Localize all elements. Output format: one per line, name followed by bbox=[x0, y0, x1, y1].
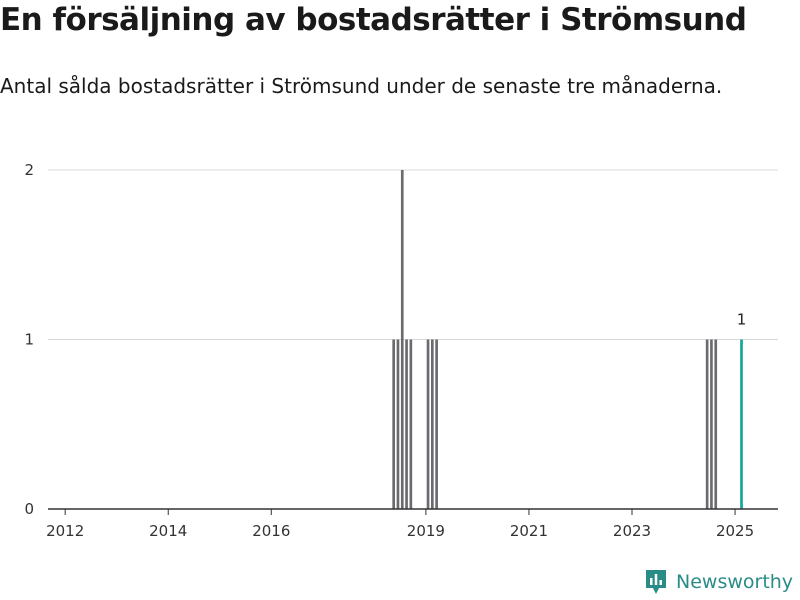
y-tick-label: 0 bbox=[24, 500, 34, 518]
bar bbox=[435, 339, 438, 509]
bar bbox=[710, 339, 713, 509]
brand: Newsworthy bbox=[644, 568, 793, 596]
y-tick-label: 2 bbox=[24, 161, 34, 179]
bar bbox=[714, 339, 718, 509]
chart-subtitle: Antal sålda bostadsrätter i Strömsund un… bbox=[0, 74, 723, 98]
newsworthy-logo-icon bbox=[646, 570, 666, 594]
bar-chart: 0 1 2 1 2012 2014 2016 2019 2021 2023 2025 bbox=[24, 161, 778, 540]
bar bbox=[400, 170, 404, 509]
highlight-bar bbox=[740, 339, 743, 509]
bar bbox=[426, 339, 430, 509]
x-tick-label: 2012 bbox=[46, 522, 84, 540]
y-tick-label: 1 bbox=[24, 331, 34, 349]
bar bbox=[409, 339, 413, 509]
bar bbox=[396, 339, 400, 509]
x-tick-label: 2023 bbox=[613, 522, 651, 540]
brand-name: Newsworthy bbox=[676, 571, 794, 593]
x-tick-label: 2025 bbox=[716, 522, 754, 540]
bar bbox=[430, 339, 434, 509]
chart-title: En försäljning av bostadsrätter i Ströms… bbox=[0, 2, 747, 38]
x-tick-label: 2021 bbox=[510, 522, 548, 540]
bar bbox=[705, 339, 709, 509]
x-tick-label: 2016 bbox=[252, 522, 290, 540]
bar bbox=[392, 339, 396, 509]
x-tick-label: 2019 bbox=[407, 522, 445, 540]
data-label: 1 bbox=[737, 311, 747, 329]
bar bbox=[405, 339, 408, 509]
x-tick-label: 2014 bbox=[149, 522, 187, 540]
